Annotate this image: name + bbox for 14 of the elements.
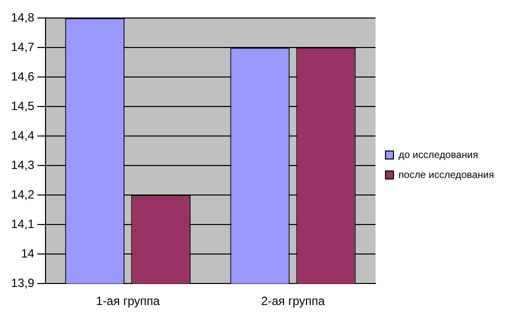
x-tick-label: 1-ая группа [96, 294, 160, 308]
legend-label: до исследования [398, 150, 478, 161]
y-tick-label: 14,3 [10, 158, 35, 172]
y-tick-label: 14,6 [10, 69, 35, 84]
y-tick-label: 14,4 [10, 128, 35, 142]
legend-label: после исследования [398, 170, 494, 181]
y-tick-label: 13,9 [10, 276, 35, 290]
y-tick-label: 14 [20, 246, 35, 260]
x-tick-label: 2-ая группа [261, 294, 326, 308]
y-tick-label: 14,8 [10, 10, 35, 25]
y-tick-label: 14,1 [10, 216, 35, 231]
y-tick-label: 14,2 [10, 187, 35, 202]
y-tick-label: 14,5 [10, 98, 35, 113]
y-tick-label: 14,7 [10, 40, 35, 54]
